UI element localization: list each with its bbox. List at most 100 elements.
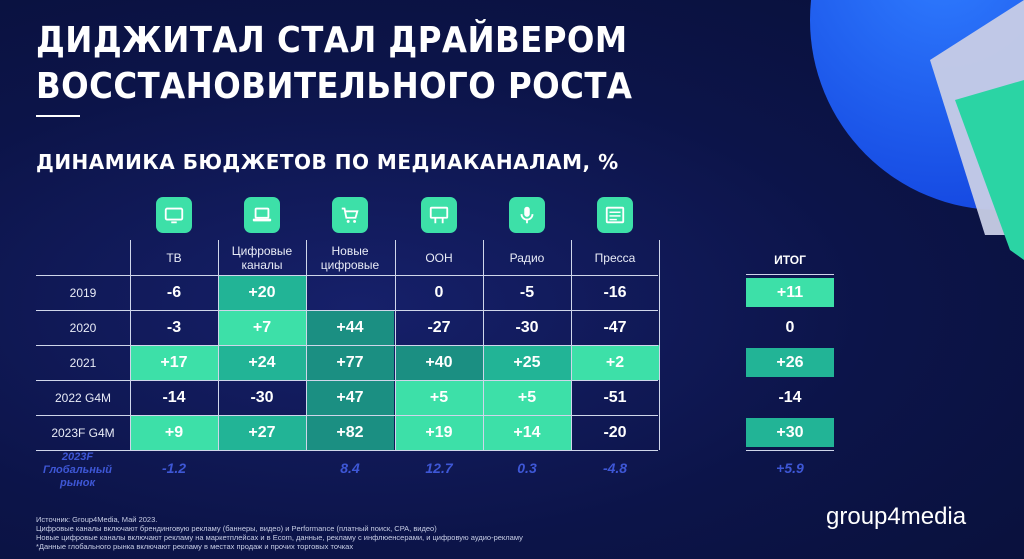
microphone-icon (509, 197, 545, 233)
grid-line (483, 240, 484, 450)
table-cell: -3 (166, 318, 182, 336)
source-line: Новые цифровые каналы включают рекламу н… (36, 533, 523, 542)
laptop-icon (244, 197, 280, 233)
table-cell: +19 (425, 423, 453, 441)
table-cell: +77 (336, 353, 364, 371)
column-header: OOH (425, 251, 453, 265)
table-cell: +25 (513, 353, 541, 371)
page-title-line-1: ДИДЖИТАЛ СТАЛ ДРАЙВЕРОМ (36, 20, 628, 61)
grid-line (659, 240, 660, 450)
global-market-label: 2023F Глобальный рынок (30, 451, 125, 490)
table-cell: -20 (603, 423, 627, 441)
global-market-value: 8.4 (340, 460, 360, 476)
column-header: Пресса (594, 251, 636, 265)
table-cell: -16 (603, 283, 627, 301)
cell-highlight (483, 380, 571, 415)
cell-highlight (395, 380, 483, 415)
global-market-value: 12.7 (425, 460, 453, 476)
sources-footnote: Источник: Group4Media, Май 2023. Цифровы… (36, 515, 696, 551)
table-cell: +44 (336, 318, 364, 336)
grid-line (130, 240, 131, 450)
row-header: 2019 (69, 285, 97, 300)
grid-line (36, 380, 658, 381)
table-cell: +5 (429, 388, 449, 406)
table-cell: +9 (164, 423, 184, 441)
cell-highlight (571, 345, 659, 380)
total-divider (746, 450, 834, 451)
shopping-cart-icon (332, 197, 368, 233)
grid-line (395, 240, 396, 450)
table-cell: -5 (519, 283, 535, 301)
grid-line (36, 310, 658, 311)
billboard-icon (421, 197, 457, 233)
cell-highlight (218, 345, 306, 380)
global-market-label-line: рынок (59, 477, 96, 489)
cell-highlight (130, 415, 218, 450)
table-cell: +7 (252, 318, 272, 336)
cell-highlight (306, 380, 394, 415)
table-cell: 0 (434, 283, 444, 301)
total-cell: 0 (785, 318, 795, 336)
global-market-label-line: 2023F (61, 451, 94, 463)
table-cell: -30 (515, 318, 539, 336)
global-market-value: -4.8 (602, 460, 628, 476)
row-header: 2020 (69, 320, 97, 335)
table-cell: +24 (248, 353, 276, 371)
title-divider (36, 115, 80, 117)
table-cell: -27 (427, 318, 451, 336)
table-cell: -30 (250, 388, 274, 406)
total-column-header: ИТОГ (774, 253, 806, 267)
table-cell: +17 (160, 353, 188, 371)
table-cell: -6 (166, 283, 182, 301)
chart-title: ДИНАМИКА БЮДЖЕТОВ ПО МЕДИАКАНАЛАМ, % (36, 150, 619, 174)
table-cell: -47 (603, 318, 627, 336)
cell-highlight (306, 345, 394, 380)
row-header: 2021 (69, 355, 97, 370)
source-line: Источник: Group4Media, Май 2023. (36, 515, 158, 524)
table-cell: +82 (336, 423, 364, 441)
cell-highlight (395, 415, 483, 450)
tv-icon (156, 197, 192, 233)
cell-highlight (218, 310, 306, 345)
column-header: Новые цифровые (320, 244, 380, 272)
table-cell: -14 (162, 388, 186, 406)
global-market-total: +5.9 (776, 460, 804, 476)
total-cell: +30 (776, 423, 804, 441)
total-cell: +26 (776, 353, 804, 371)
table-cell: +40 (425, 353, 453, 371)
global-market-value: -1.2 (161, 460, 187, 476)
page-title: ДИДЖИТАЛ СТАЛ ДРАЙВЕРОМ ВОССТАНОВИТЕЛЬНО… (36, 18, 633, 110)
cell-highlight (218, 415, 306, 450)
source-line: *Данные глобального рынка включают рекла… (36, 542, 354, 551)
row-header: 2022 G4M (54, 390, 112, 405)
total-cell-highlight (746, 278, 834, 307)
global-market-label-line: Глобальный (43, 464, 112, 476)
source-line: Цифровые каналы включают брендинговую ре… (36, 524, 437, 533)
table-cell: +14 (513, 423, 541, 441)
total-cell: +11 (776, 283, 804, 301)
page-title-line-2: ВОССТАНОВИТЕЛЬНОГО РОСТА (36, 66, 633, 107)
table-cell: +27 (248, 423, 276, 441)
grid-line (36, 275, 658, 276)
column-header: Цифровые каналы (231, 244, 293, 272)
total-cell: -14 (778, 388, 802, 406)
total-cell-highlight (746, 348, 834, 377)
grid-line (306, 240, 307, 450)
cell-highlight (306, 310, 394, 345)
cell-highlight (130, 345, 218, 380)
table-cell (306, 275, 394, 310)
table-cell: +2 (605, 353, 625, 371)
table-cell: +20 (248, 283, 276, 301)
cell-highlight (483, 415, 571, 450)
cell-highlight (395, 345, 483, 380)
row-header: 2023F G4M (51, 425, 115, 440)
table-cell: +5 (517, 388, 537, 406)
column-header: Радио (509, 251, 545, 265)
column-header: ТВ (166, 251, 182, 265)
grid-line (36, 415, 658, 416)
grid-line (571, 240, 572, 450)
total-cell-highlight (746, 418, 834, 447)
total-divider (746, 274, 834, 275)
grid-line (36, 345, 658, 346)
cell-highlight (306, 415, 394, 450)
